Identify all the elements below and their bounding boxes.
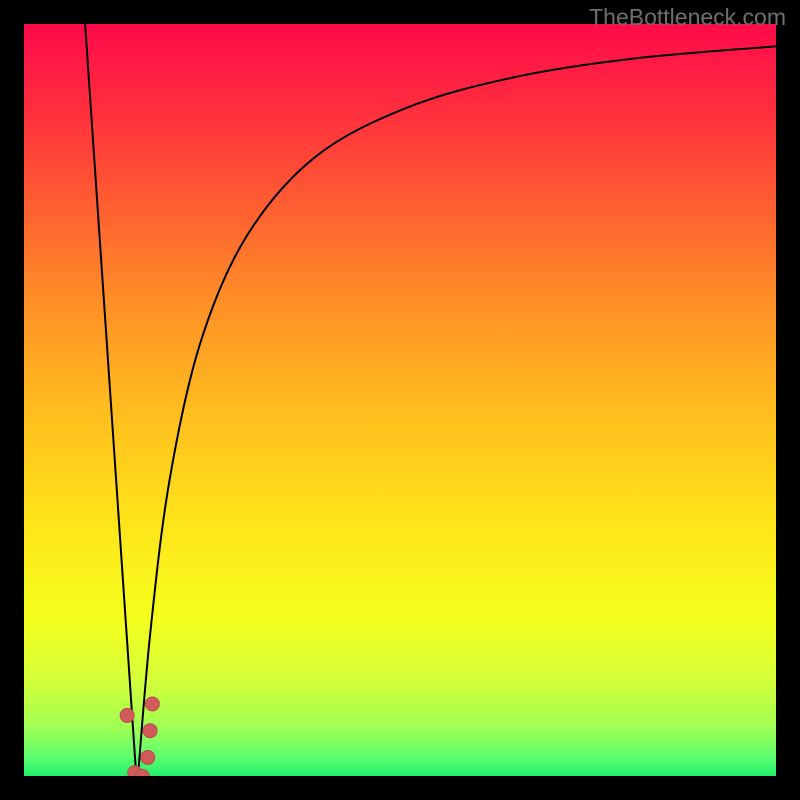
marker-point bbox=[120, 708, 134, 722]
marker-point bbox=[143, 724, 157, 738]
markers-group bbox=[120, 697, 159, 784]
chart-container: TheBottleneck.com bbox=[0, 0, 800, 800]
watermark-label: TheBottleneck.com bbox=[589, 4, 786, 30]
marker-point bbox=[141, 750, 155, 764]
watermark-text: TheBottleneck.com bbox=[589, 4, 786, 31]
curve-layer bbox=[0, 0, 800, 800]
marker-point bbox=[145, 697, 159, 711]
main-curve bbox=[85, 24, 788, 788]
marker-point bbox=[135, 770, 149, 784]
